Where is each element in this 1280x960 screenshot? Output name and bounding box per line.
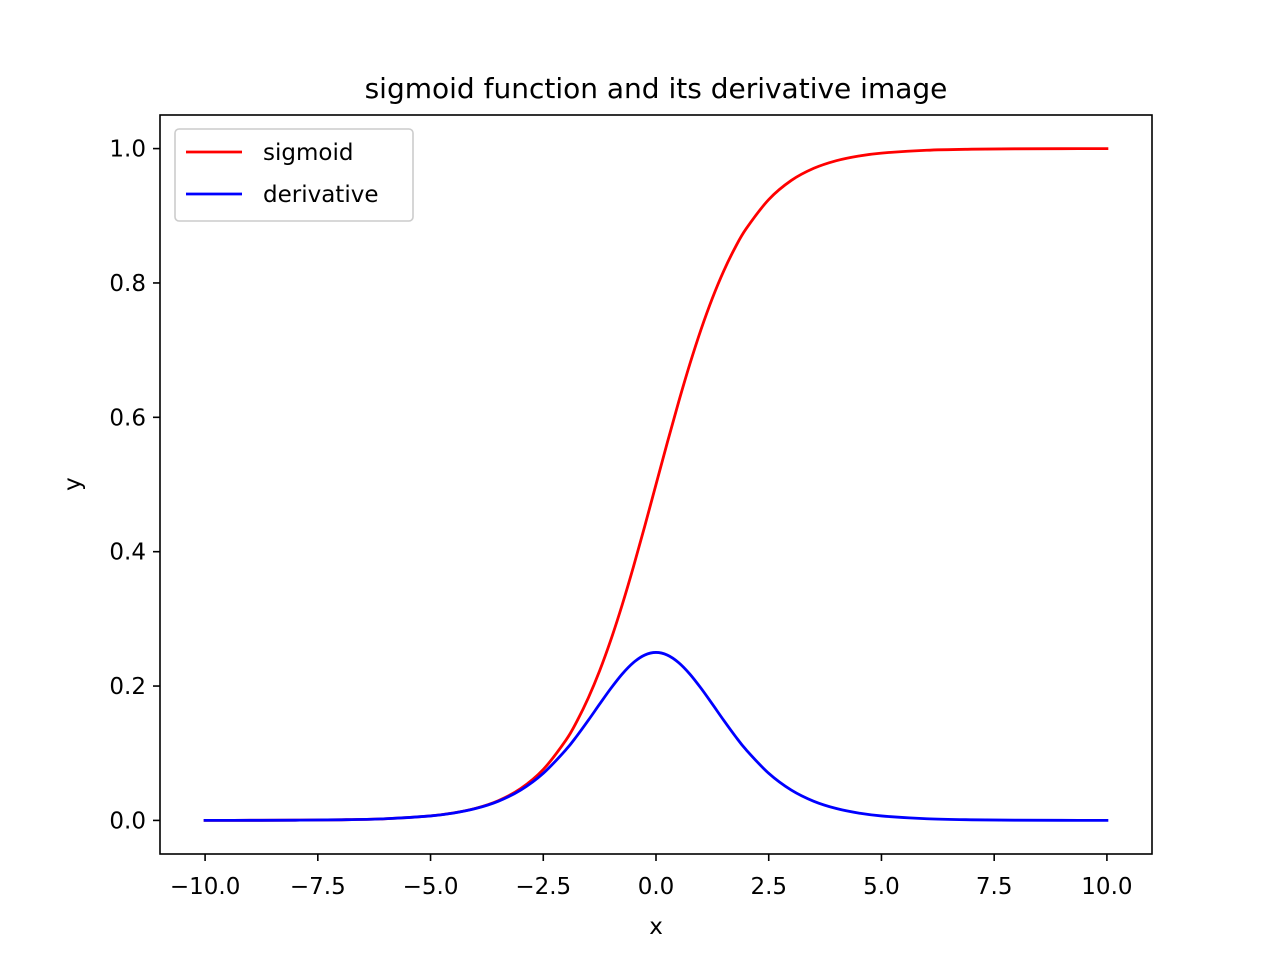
x-tick-label: −7.5 [290, 874, 346, 900]
x-tick-label: 10.0 [1081, 874, 1132, 900]
y-tick-label: 0.4 [109, 540, 146, 566]
x-tick-label: 7.5 [976, 874, 1013, 900]
x-tick-label: 0.0 [638, 874, 675, 900]
x-tick-label: −2.5 [515, 874, 571, 900]
legend: sigmoid derivative [174, 128, 414, 222]
x-axis-ticks: −10.0 −7.5 −5.0 −2.5 0.0 2.5 5.0 7.5 10.0 [170, 854, 1133, 900]
y-tick-label: 0.2 [109, 674, 146, 700]
legend-label-sigmoid: sigmoid [263, 140, 353, 166]
x-axis-label: x [649, 914, 663, 940]
y-tick-label: 1.0 [109, 137, 146, 163]
y-tick-label: 0.6 [109, 405, 146, 431]
legend-label-derivative: derivative [263, 182, 378, 208]
plot-area [203, 147, 1109, 822]
series-line-derivative [203, 651, 1109, 822]
x-tick-label: 2.5 [750, 874, 787, 900]
y-tick-label: 0.0 [109, 808, 146, 834]
y-tick-label: 0.8 [109, 271, 146, 297]
x-tick-label: −10.0 [170, 874, 240, 900]
x-tick-label: 5.0 [863, 874, 900, 900]
chart-title: sigmoid function and its derivative imag… [365, 72, 948, 105]
y-axis-ticks: 0.0 0.2 0.4 0.6 0.8 1.0 [109, 137, 160, 834]
y-axis-label: y [60, 477, 86, 491]
x-tick-label: −5.0 [403, 874, 459, 900]
